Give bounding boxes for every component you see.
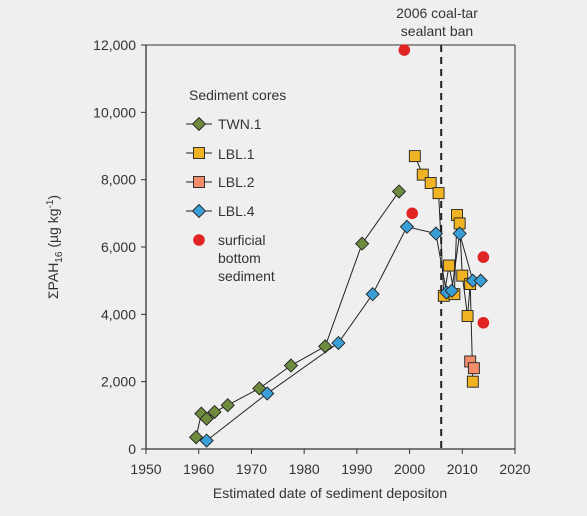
legend-label-surficial-1: surficial xyxy=(218,232,265,248)
y-tick-label: 4,000 xyxy=(101,306,136,322)
data-point-twn-1 xyxy=(283,358,299,373)
legend-marker-lbl-4 xyxy=(191,203,207,219)
x-tick-label: 2020 xyxy=(499,461,530,477)
legend-label-lbl2: LBL.2 xyxy=(218,174,255,190)
legend-title: Sediment cores xyxy=(189,87,286,103)
data-point-twn-1 xyxy=(318,339,333,354)
legend: Sediment cores TWN.1 LBL.1 LBL.2 LBL.4 s… xyxy=(186,87,286,284)
data-point-lbl-1 xyxy=(424,177,437,189)
series-twn-1 xyxy=(188,184,407,445)
legend-label-lbl1: LBL.1 xyxy=(218,146,255,162)
y-axis-title-unit-sup: -1 xyxy=(45,199,56,208)
data-point-lbl-1 xyxy=(443,259,456,272)
y-tick-label: 10,000 xyxy=(93,104,136,120)
data-point-lbl-4 xyxy=(444,283,459,298)
y-tick-label: 12,000 xyxy=(93,37,136,53)
data-point-twn-1 xyxy=(199,411,214,426)
x-tick-label: 1990 xyxy=(341,461,372,477)
y-axis-title-unit: (µg kg xyxy=(45,208,61,251)
data-point-twn-1 xyxy=(391,184,407,199)
data-point-lbl-4 xyxy=(199,433,214,448)
legend-label-surficial-2: bottom xyxy=(218,250,261,266)
x-axis-title: Estimated date of sediment depositon xyxy=(213,485,447,501)
x-tick-label: 1970 xyxy=(236,461,267,477)
data-point-lbl-4 xyxy=(399,219,415,234)
data-point-lbl-4 xyxy=(260,386,275,401)
x-tick-label: 1960 xyxy=(183,461,214,477)
data-point-lbl-1 xyxy=(432,187,445,200)
legend-label-twn1: TWN.1 xyxy=(218,116,262,132)
data-point-surficial-bottom-sediment xyxy=(477,316,490,329)
data-point-lbl-2 xyxy=(467,362,480,375)
y-tick-label: 6,000 xyxy=(101,239,136,255)
data-point-lbl-4 xyxy=(428,226,444,241)
data-point-surficial-bottom-sediment xyxy=(477,251,490,263)
x-tick-label: 2000 xyxy=(394,461,425,477)
ban-annotation-line1: 2006 coal-tar xyxy=(396,5,478,21)
legend-label-surficial-3: sediment xyxy=(218,268,275,284)
data-point-twn-1 xyxy=(207,404,222,420)
ban-annotation-line2: sealant ban xyxy=(401,23,473,39)
series-group xyxy=(188,44,490,448)
data-point-lbl-1 xyxy=(456,269,469,282)
data-point-twn-1 xyxy=(188,430,204,445)
data-point-surficial-bottom-sediment xyxy=(406,207,419,220)
data-point-lbl-1 xyxy=(461,310,474,322)
x-tick-label: 1980 xyxy=(289,461,320,477)
series-surficial-bottom-sediment xyxy=(398,44,490,329)
legend-marker-lbl-2 xyxy=(193,176,205,188)
data-point-lbl-1 xyxy=(408,150,421,163)
legend-marker-lbl-1 xyxy=(193,147,205,159)
y-tick-label: 8,000 xyxy=(101,172,136,188)
data-point-lbl-4 xyxy=(365,286,380,302)
legend-marker-surficial-bottom-sediment xyxy=(193,234,205,246)
data-point-lbl-1 xyxy=(416,168,429,181)
data-point-lbl-4 xyxy=(331,335,346,351)
series-lbl-2 xyxy=(464,355,480,375)
data-point-twn-1 xyxy=(354,236,370,251)
y-axis-title-unit-close: ) xyxy=(45,195,61,200)
data-point-lbl-4 xyxy=(473,273,488,288)
axis-ticks: 1950 1960 1970 1980 1990 2000 2010 2020 0 2,000 4,… xyxy=(93,37,531,477)
legend-symbols xyxy=(186,116,212,246)
y-axis-title: ΣPAH16 (µg kg-1) xyxy=(45,195,65,299)
y-tick-label: 0 xyxy=(128,441,136,457)
legend-marker-twn-1 xyxy=(191,116,207,132)
y-tick-label: 2,000 xyxy=(101,374,136,390)
y-axis-title-sub: 16 xyxy=(54,251,65,263)
data-point-surficial-bottom-sediment xyxy=(398,44,411,56)
data-point-lbl-4 xyxy=(452,226,467,241)
legend-label-lbl4: LBL.4 xyxy=(218,203,255,219)
x-tick-label: 2010 xyxy=(447,461,478,477)
series-lbl-4 xyxy=(199,219,488,448)
y-axis-title-main: ΣPAH xyxy=(45,263,61,299)
data-point-lbl-1 xyxy=(466,375,479,388)
series-lbl-1 xyxy=(408,150,479,388)
data-point-twn-1 xyxy=(220,398,235,413)
x-tick-label: 1950 xyxy=(130,461,161,477)
